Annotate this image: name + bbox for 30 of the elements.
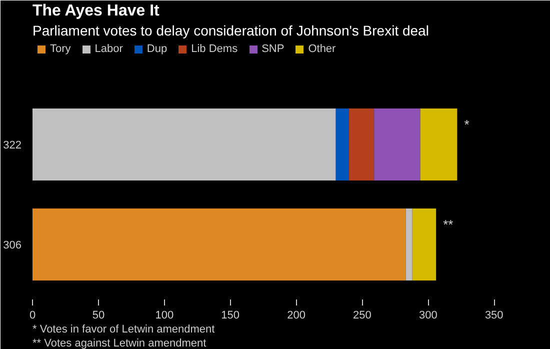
bar: [349, 108, 374, 180]
annotation: **: [443, 217, 454, 232]
chart-subtitle: Parliament votes to delay consideration of Johnson's Brexit deal: [32, 22, 429, 38]
y-tick-label: 322: [3, 140, 22, 152]
text: ** Votes against Letwin amendment: [32, 338, 206, 349]
bar: [32, 108, 336, 180]
chart-title: The Ayes Have It: [32, 2, 160, 20]
x-tick-label: 100: [155, 310, 174, 322]
legend-label: SNP: [262, 43, 284, 55]
x-tick-label: 0: [29, 310, 36, 322]
bar: [32, 208, 406, 280]
bar: [420, 108, 458, 180]
x-tick-label: 250: [353, 310, 372, 322]
x-tick-label: 300: [419, 310, 438, 322]
x-tick-label: 200: [287, 310, 306, 322]
legend-label: Dup: [146, 43, 168, 55]
x-tick-label: 50: [92, 310, 105, 322]
bar: [406, 208, 412, 280]
x-tick-label: 350: [484, 310, 504, 322]
bar: [336, 108, 350, 180]
bar: [374, 108, 420, 180]
y-tick-label: 306: [3, 240, 22, 252]
legend-label: Labor: [94, 43, 123, 55]
legend-label: Other: [308, 43, 336, 55]
x-tick-label: 150: [221, 310, 240, 322]
legend-label: Tory: [50, 43, 71, 55]
annotation: *: [464, 117, 470, 132]
legend-label: Lib Dems: [191, 43, 238, 55]
text: * Votes in favor of Letwin amendment: [32, 324, 215, 336]
bar: [412, 208, 436, 280]
